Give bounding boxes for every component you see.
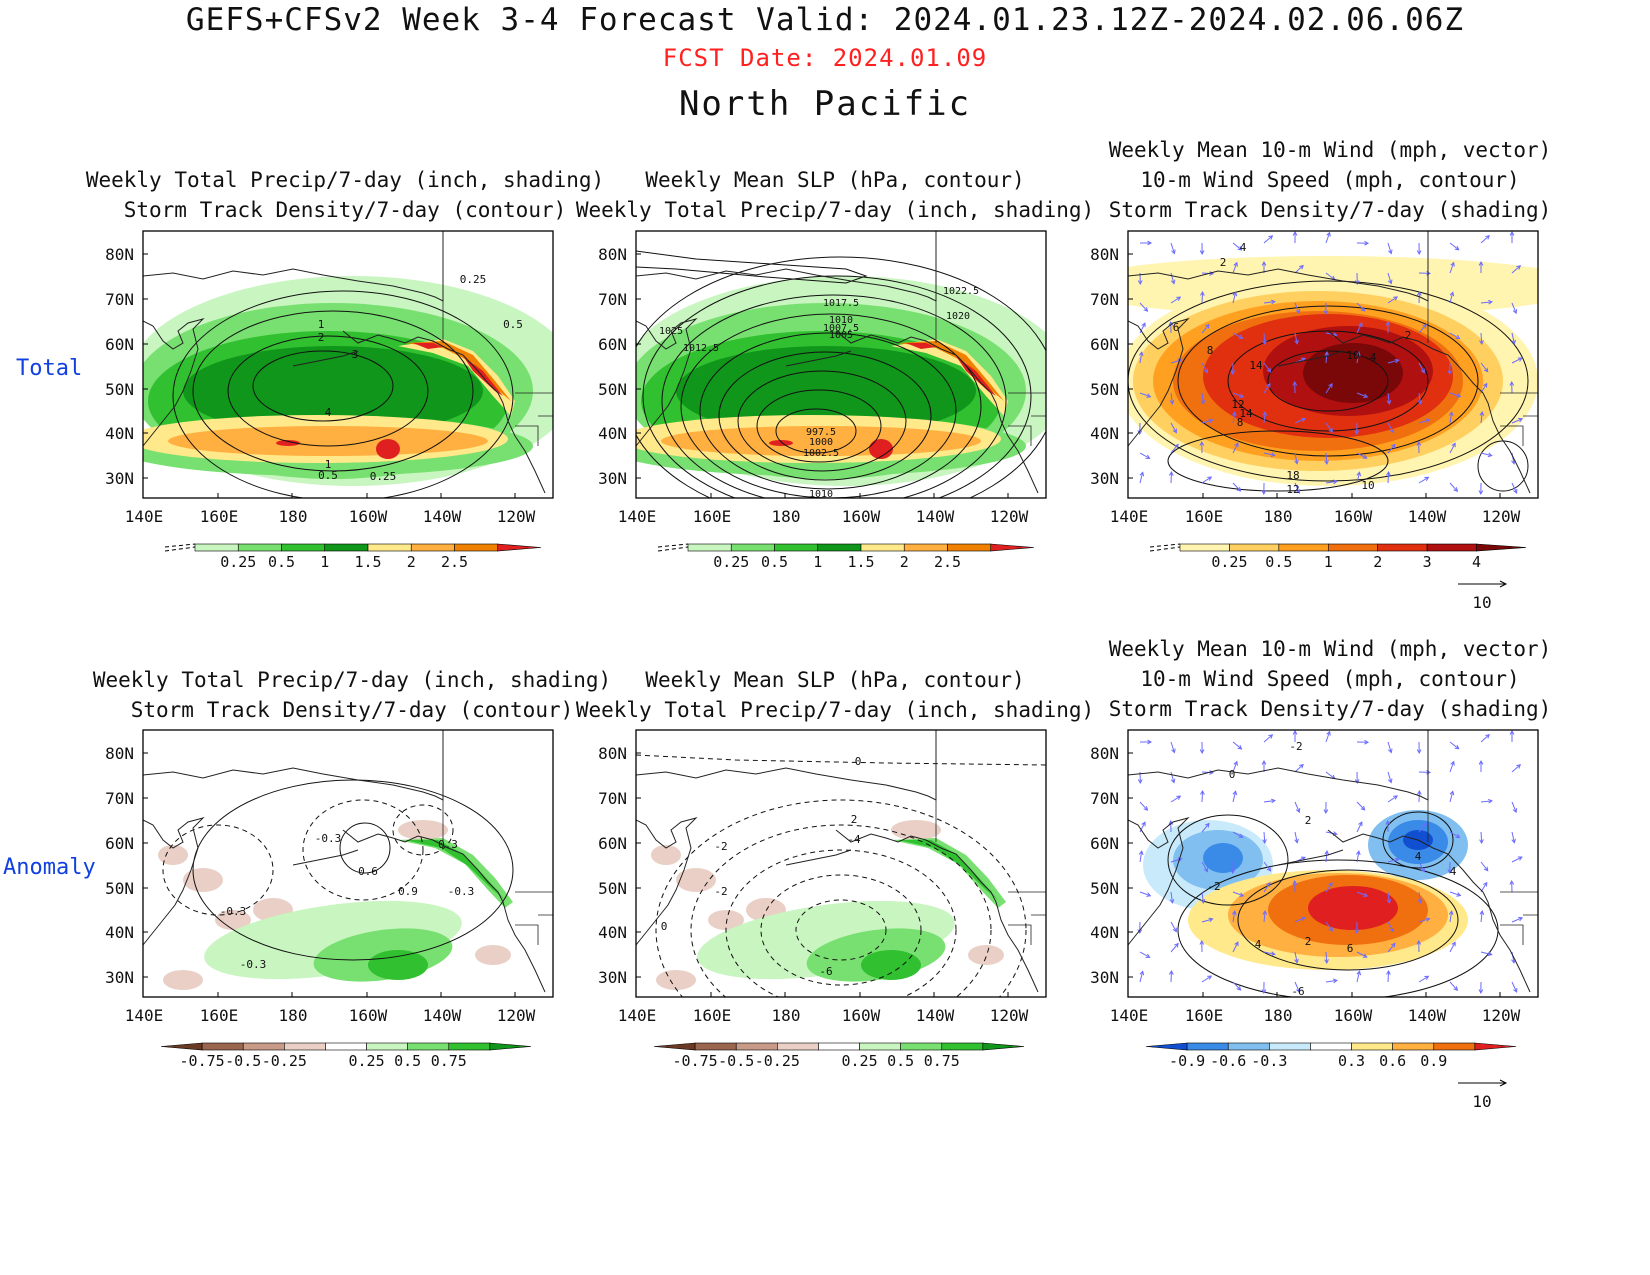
forecast-date: FCST Date: 2024.01.09 xyxy=(662,44,988,72)
panel-total-precip-track: Weekly Total Precip/7-day (inch, shading… xyxy=(85,160,605,660)
panel-title: Weekly Mean 10-m Wind (mph, vector) 10-m… xyxy=(1108,637,1552,721)
row-label-total: Total xyxy=(16,356,83,381)
panel-title: Weekly Mean SLP (hPa, contour) Weekly To… xyxy=(575,168,1095,222)
panel-total-slp-precip: Weekly Mean SLP (hPa, contour) Weekly To… xyxy=(575,160,1095,660)
main-title: GEFS+CFSv2 Week 3-4 Forecast Valid: 2024… xyxy=(185,2,1465,38)
panel-title: Weekly Total Precip/7-day (inch, shading… xyxy=(92,668,612,722)
panel-anomaly-slp-precip: Weekly Mean SLP (hPa, contour) Weekly To… xyxy=(575,660,1095,1160)
panel-total-wind-track: Weekly Mean 10-m Wind (mph, vector) 10-m… xyxy=(1070,135,1590,635)
panel-title: Weekly Mean 10-m Wind (mph, vector) 10-m… xyxy=(1108,138,1552,222)
region-title: North Pacific xyxy=(678,84,972,124)
panel-title: Weekly Total Precip/7-day (inch, shading… xyxy=(85,168,605,222)
panel-anomaly-wind-track: Weekly Mean 10-m Wind (mph, vector) 10-m… xyxy=(1070,634,1590,1134)
panel-anomaly-precip-track: Weekly Total Precip/7-day (inch, shading… xyxy=(92,660,612,1160)
row-label-anomaly: Anomaly xyxy=(3,855,96,880)
panel-title: Weekly Mean SLP (hPa, contour) Weekly To… xyxy=(575,668,1095,722)
